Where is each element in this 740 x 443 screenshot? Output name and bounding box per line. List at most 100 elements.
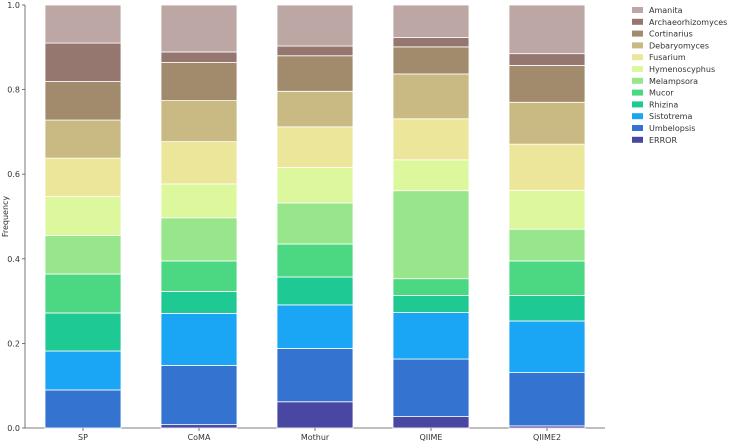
bar-segment-mucor — [392, 278, 470, 297]
legend-swatch — [632, 66, 643, 72]
legend-item: Mucor — [632, 89, 674, 98]
bar-segment-umbelopsis — [276, 348, 354, 403]
legend-label: Amanita — [649, 6, 683, 15]
legend-swatch — [632, 125, 643, 131]
bar-segment-amanita — [392, 4, 470, 38]
legend-label: ERROR — [649, 136, 677, 145]
bar-segment-melampsora — [276, 202, 354, 245]
bar-segment-hymenoscyphus — [160, 183, 238, 219]
legend-label: Rhizina — [649, 100, 678, 109]
y-ticks: 0.0 0.2 0.4 0.6 0.8 1.0 — [7, 1, 25, 433]
x-tick-label: QIIME2 — [533, 433, 561, 442]
legend-item: Amanita — [632, 6, 683, 15]
legend-item: Fusarium — [632, 53, 686, 62]
y-tick-label: 0.4 — [7, 255, 20, 264]
x-tick-label: CoMA — [188, 433, 211, 442]
legend-label: Melampsora — [649, 77, 698, 86]
bar-stack-sp — [44, 4, 122, 429]
bar-segment-cortinarius — [44, 81, 122, 121]
bar-segment-fusarium — [160, 141, 238, 185]
x-tick-label: SP — [78, 433, 88, 442]
bar-segment-error — [392, 416, 470, 429]
bar-segment-sistotrema — [392, 312, 470, 360]
y-tick-label: 1.0 — [7, 1, 20, 10]
bar-segment-archaeorhizomyces — [44, 42, 122, 82]
legend-label: Hymenoscyphus — [649, 65, 715, 74]
x-ticks: SP CoMA Mothur QIIME QIIME2 — [78, 428, 561, 442]
legend-item: Archaeorhizomyces — [632, 18, 727, 27]
legend-swatch — [632, 30, 643, 37]
legend-item: Umbelopsis — [632, 124, 695, 133]
bar-segment-mucor — [44, 273, 122, 314]
legend-label: Cortinarius — [649, 30, 693, 39]
legend-item: Sistotrema — [632, 112, 692, 121]
bar-segment-rhizina — [276, 276, 354, 306]
legend-swatch — [632, 77, 643, 84]
bar-segment-archaeorhizomyces — [276, 45, 354, 57]
bar-segment-hymenoscyphus — [44, 196, 122, 236]
bar-segment-cortinarius — [160, 62, 238, 101]
bar-segment-cortinarius — [276, 55, 354, 92]
bar-segment-debaryomyces — [508, 101, 586, 145]
bar-segment-hymenoscyphus — [508, 189, 586, 230]
legend-swatch — [632, 136, 643, 143]
x-tick-label: Mothur — [301, 433, 330, 442]
legend-swatch — [632, 101, 643, 108]
bar-segment-sistotrema — [160, 312, 238, 366]
bar-segment-fusarium — [276, 126, 354, 168]
x-tick-label: QIIME — [420, 433, 443, 442]
y-axis-title: Frequency — [1, 196, 10, 238]
y-tick-label: 0.8 — [7, 86, 20, 95]
bar-segment-archaeorhizomyces — [508, 53, 586, 66]
bar-segment-error — [276, 401, 354, 429]
legend-swatch — [632, 54, 643, 61]
bar-segment-hymenoscyphus — [276, 167, 354, 204]
bar-segment-debaryomyces — [160, 100, 238, 143]
bar-segment-melampsora — [508, 228, 586, 262]
bar-segment-sistotrema — [508, 320, 586, 373]
bar-segment-rhizina — [392, 295, 470, 313]
legend-swatch — [632, 89, 643, 96]
bar-segment-rhizina — [508, 295, 586, 322]
y-tick-label: 0.6 — [7, 170, 20, 179]
bar-segment-cortinarius — [508, 65, 586, 103]
legend-swatch — [632, 18, 643, 25]
bar-segment-error — [160, 424, 238, 429]
legend-item: Debaryomyces — [632, 41, 709, 50]
legend-swatch — [632, 7, 643, 13]
bar-segment-umbelopsis — [508, 372, 586, 427]
legend-item: Melampsora — [632, 77, 698, 86]
legend: Amanita Archaeorhizomyces Cortinarius Debar… — [632, 6, 727, 145]
bar-segment-melampsora — [44, 235, 122, 275]
bar-segment-amanita — [44, 4, 122, 44]
legend-item: Cortinarius — [632, 30, 693, 39]
bar-segment-hymenoscyphus — [392, 159, 470, 192]
bar-segment-mucor — [508, 260, 586, 297]
bar-segment-rhizina — [44, 312, 122, 352]
bar-segment-amanita — [508, 4, 586, 55]
y-tick-label: 0.0 — [7, 424, 20, 433]
bar-segment-cortinarius — [392, 46, 470, 75]
bar-segment-umbelopsis — [160, 364, 238, 426]
legend-label: Mucor — [649, 89, 674, 98]
legend-label: Umbelopsis — [649, 124, 695, 133]
bar-segment-archaeorhizomyces — [160, 51, 238, 63]
bar-segment-sistotrema — [44, 350, 122, 391]
bar-stack-qiime — [392, 4, 470, 429]
bar-segment-debaryomyces — [276, 90, 354, 128]
bar-segment-umbelopsis — [44, 389, 122, 429]
bar-stack-qiime2 — [508, 4, 586, 429]
legend-swatch — [632, 113, 643, 120]
bar-segment-sistotrema — [276, 304, 354, 349]
bar-segment-debaryomyces — [392, 73, 470, 120]
bar-segment-rhizina — [160, 290, 238, 314]
bar-stack-coma — [160, 4, 238, 429]
bar-segment-mucor — [276, 243, 354, 278]
legend-label: Sistotrema — [649, 112, 692, 121]
bar-segment-melampsora — [160, 217, 238, 262]
legend-item: ERROR — [632, 136, 677, 145]
bar-segment-fusarium — [392, 118, 470, 161]
legend-item: Hymenoscyphus — [632, 65, 715, 74]
y-tick-label: 0.2 — [7, 339, 20, 348]
